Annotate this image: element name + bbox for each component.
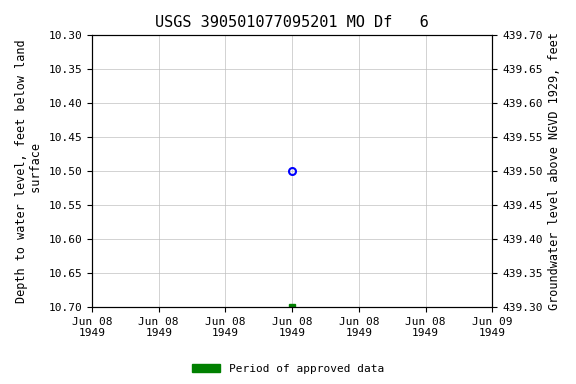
Legend: Period of approved data: Period of approved data bbox=[188, 359, 388, 379]
Y-axis label: Groundwater level above NGVD 1929, feet: Groundwater level above NGVD 1929, feet bbox=[548, 32, 561, 310]
Title: USGS 390501077095201 MO Df   6: USGS 390501077095201 MO Df 6 bbox=[156, 15, 429, 30]
Y-axis label: Depth to water level, feet below land
 surface: Depth to water level, feet below land su… bbox=[15, 39, 43, 303]
